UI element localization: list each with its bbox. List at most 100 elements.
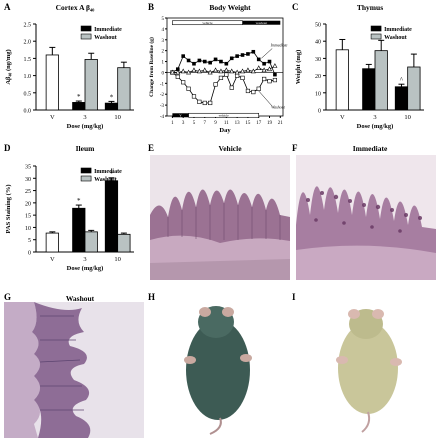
point-vehicle (250, 68, 256, 74)
y-tick-label: -1 (160, 82, 165, 87)
point-immediate (181, 54, 185, 58)
x-axis-label: Dose (mg/kg) (67, 123, 104, 130)
point-vehicle (256, 65, 262, 70)
chart-c-thymus: 0 10 20 30 40 50 V 3 10 ^ Dose (mg/kg) Weight (mg) I… (295, 23, 424, 130)
legend-swatch (80, 33, 92, 40)
point-vehicle (267, 66, 273, 72)
point-vehicle (229, 68, 235, 74)
bottom-bar-label: vehicle (219, 114, 230, 118)
x-tick-label: V (50, 114, 55, 121)
point-washout (213, 82, 218, 87)
y-tick-label: 3 (162, 39, 165, 44)
y-tick-label: 2.0 (24, 40, 32, 46)
y-tick-label: 30 (25, 177, 31, 183)
point-vehicle (261, 67, 267, 73)
x-axis-label: Dose (mg/kg) (357, 123, 394, 130)
y-tick-label: 1 (162, 61, 165, 66)
point-immediate (235, 54, 239, 58)
y-tick-label: 0.0 (24, 109, 32, 115)
annotation-washout: Washout (271, 104, 286, 109)
panel-title-d: Ileum (75, 144, 95, 153)
x-tick-label: 17 (256, 121, 262, 126)
x-tick-label: 3 (83, 114, 86, 121)
y-tick-label: 10 (25, 226, 31, 232)
y-axis-label: Aβ₄₀ (ng/mg) (5, 49, 12, 84)
point-vehicle (245, 67, 251, 73)
point-vehicle (223, 67, 229, 73)
y-tick-label: 50 (315, 23, 321, 29)
point-immediate (240, 53, 245, 57)
point-washout (267, 79, 272, 84)
x-tick-label: 3 (83, 256, 86, 263)
legend-label: Immediate (94, 169, 122, 175)
point-immediate (256, 57, 261, 62)
x-tick-label: 10 (404, 114, 411, 121)
y-tick-label: 0 (318, 109, 321, 115)
point-washout (197, 99, 202, 104)
y-tick-label: -4 (160, 115, 165, 120)
point-vehicle (191, 67, 197, 73)
panel-letter-b: B (148, 2, 155, 12)
point-washout (229, 85, 234, 90)
legend-label: Immediate (94, 27, 122, 33)
y-tick-label: 20 (315, 74, 321, 80)
legend-swatch (370, 33, 382, 40)
y-tick-label: 2.5 (24, 23, 32, 29)
point-washout (218, 75, 224, 80)
y-tick-label: 5 (28, 238, 31, 244)
point-immediate (175, 67, 180, 71)
histology-vehicle-image (150, 155, 290, 280)
y-tick-label: 2 (162, 50, 165, 55)
point-immediate (267, 59, 272, 64)
y-tick-label: 4 (162, 28, 165, 33)
significance-marker: * (77, 93, 81, 101)
point-washout (186, 86, 191, 91)
point-washout (208, 100, 213, 106)
top-bar-label: washout (256, 21, 268, 25)
panel-title-g: Washout (65, 294, 95, 303)
bar-immediate-3 (362, 68, 376, 111)
plot-frame (166, 17, 284, 117)
y-tick-label: 30 (315, 57, 321, 63)
dosing-bar-top-washout (242, 20, 281, 25)
point-vehicle (272, 63, 278, 68)
panel-title-c: Thymus (356, 3, 384, 12)
y-tick-label: 0 (28, 251, 31, 257)
y-tick-label: 15 (25, 214, 31, 220)
x-tick-label: 19 (267, 121, 273, 126)
significance-marker: * (110, 170, 114, 178)
y-tick-label: 40 (315, 40, 321, 46)
panel-letter-i: I (292, 292, 296, 302)
x-tick-label: 10 (114, 114, 121, 121)
y-tick-label: 0.5 (24, 91, 32, 97)
annotation-arrow (258, 90, 273, 107)
panel-title-f: Immediate (352, 144, 388, 153)
x-tick-label: 3 (373, 114, 376, 121)
y-tick-label: 35 (25, 165, 31, 171)
x-tick-label: 9 (214, 121, 217, 126)
point-washout (262, 76, 267, 82)
panel-letter-h: H (148, 292, 156, 302)
point-washout (245, 88, 251, 94)
significance-marker: * (77, 197, 81, 205)
point-immediate (224, 61, 229, 66)
point-washout (240, 75, 245, 80)
point-vehicle (213, 67, 219, 73)
bar-washout-3 (84, 59, 98, 111)
bar-vehicle-V (335, 49, 349, 111)
dosing-bar-bottom-dark (172, 113, 189, 118)
top-bar-label: vehicle (202, 21, 213, 25)
bar-immediate-10 (104, 180, 119, 253)
point-immediate (229, 56, 234, 61)
bar-immediate-3 (72, 102, 86, 111)
y-tick-label: 5 (162, 17, 165, 22)
point-vehicle (240, 68, 246, 74)
legend-swatch (370, 25, 382, 32)
panel-title-b: Body Weight (209, 3, 251, 12)
x-axis-label: Day (219, 127, 231, 134)
annotation-immediate: Immediate (270, 42, 288, 47)
point-washout (202, 100, 207, 106)
panel-letter-g: G (4, 292, 12, 302)
x-tick-label: 7 (204, 121, 207, 126)
y-tick-label: 1.0 (24, 74, 32, 80)
